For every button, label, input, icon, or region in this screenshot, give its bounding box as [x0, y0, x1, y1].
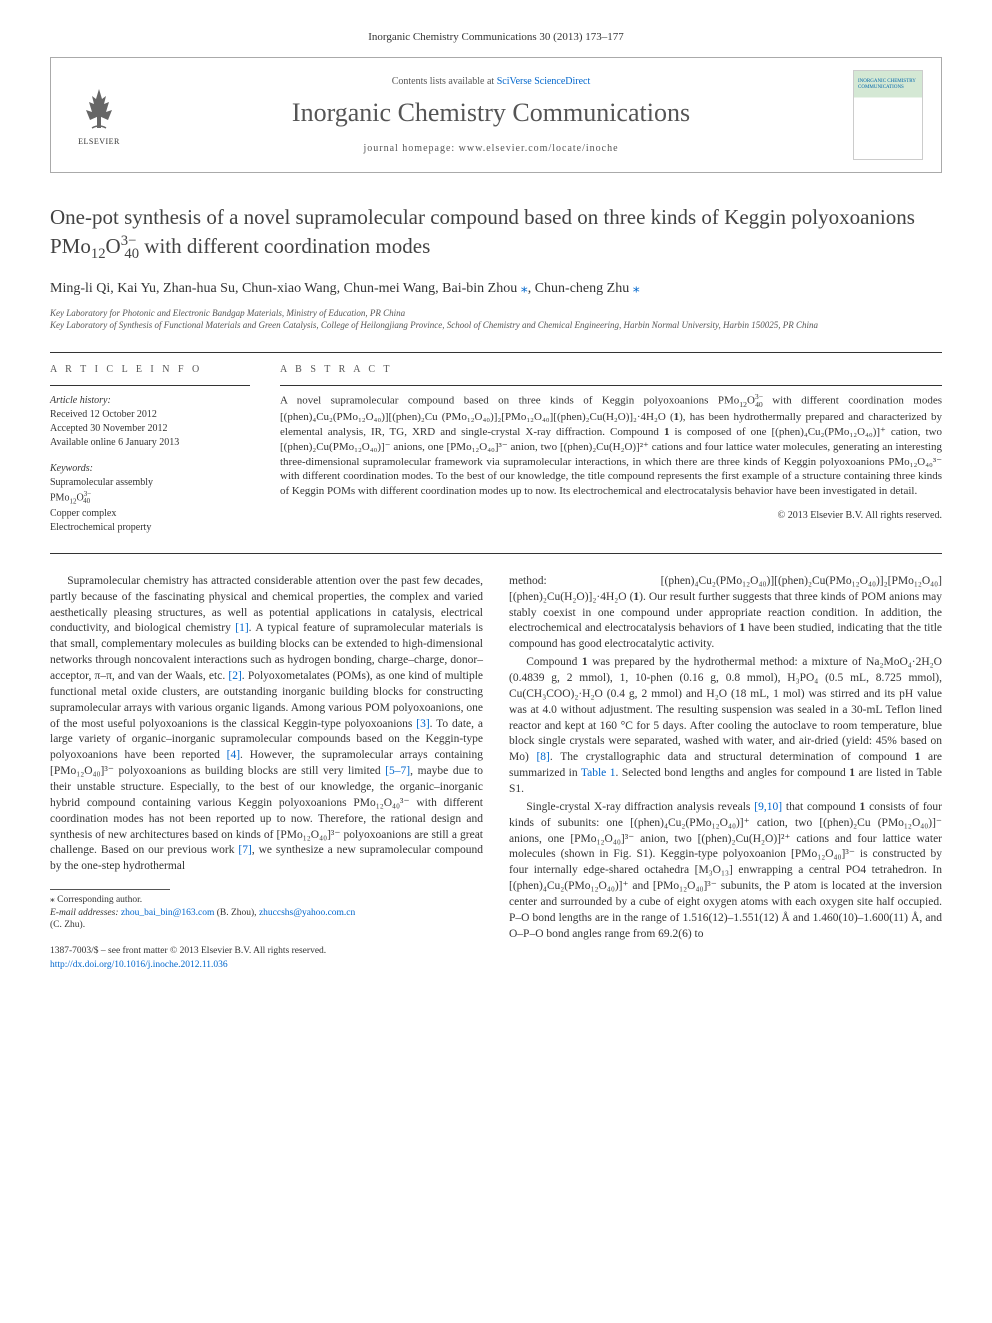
body-left-column: Supramolecular chemistry has attracted c… [50, 574, 483, 972]
email-label: E-mail addresses: [50, 908, 121, 918]
section-rule-top [50, 352, 942, 353]
abstract-rule [280, 385, 942, 386]
copyright-line: © 2013 Elsevier B.V. All rights reserved… [280, 509, 942, 523]
doi-link[interactable]: http://dx.doi.org/10.1016/j.inoche.2012.… [50, 960, 228, 970]
kw-3: Copper complex [50, 507, 250, 521]
authors-pre: Ming-li Qi, Kai Yu, Zhan-hua Su, Chun-xi… [50, 281, 521, 296]
cite-table1[interactable]: Table 1 [581, 767, 616, 779]
keywords-head: Keywords: [50, 462, 250, 476]
footnote-separator [50, 889, 170, 890]
title-post: with different coordination modes [139, 234, 430, 258]
body-right-column: method: [(phen)₄Cu₂(PMo₁₂O₄₀)][(phen)₂Cu… [509, 574, 942, 972]
rp2e: . Selected bond lengths and angles for c… [616, 767, 850, 779]
journal-reference: Inorganic Chemistry Communications 30 (2… [50, 30, 942, 45]
abs-sub1: 12 [739, 400, 747, 409]
rp3b: that compound [782, 801, 859, 813]
right-para-2: Compound 1 was prepared by the hydrother… [509, 655, 942, 798]
right-para-1: method: [(phen)₄Cu₂(PMo₁₂O₄₀)][(phen)₂Cu… [509, 574, 942, 653]
kw2-sub2: 40 [83, 497, 90, 505]
header-center: Contents lists available at SciVerse Sci… [129, 75, 853, 155]
cover-label: INORGANIC CHEMISTRY COMMUNICATIONS [858, 79, 922, 90]
elsevier-tree-icon [74, 84, 124, 134]
authors-line: Ming-li Qi, Kai Yu, Zhan-hua Su, Chun-xi… [50, 279, 942, 299]
title-mid: O [106, 234, 121, 258]
online-line: Available online 6 January 2013 [50, 436, 250, 450]
email2-who: (C. Zhu). [50, 919, 483, 931]
bottom-meta: 1387-7003/$ – see front matter © 2013 El… [50, 945, 483, 972]
cite-9-10[interactable]: [9,10] [754, 801, 782, 813]
history-block: Article history: Received 12 October 201… [50, 394, 250, 450]
issn-line: 1387-7003/$ – see front matter © 2013 El… [50, 945, 483, 958]
affiliation-2: Key Laboratory of Synthesis of Functiona… [50, 320, 942, 332]
corr-star-1[interactable]: ⁎ [521, 281, 528, 296]
history-head: Article history: [50, 394, 250, 408]
journal-title: Inorganic Chemistry Communications [129, 95, 853, 131]
affiliations: Key Laboratory for Photonic and Electron… [50, 308, 942, 331]
rp2a: Compound [526, 656, 582, 668]
journal-homepage: journal homepage: www.elsevier.com/locat… [129, 142, 853, 156]
rp2b: was prepared by the hydrothermal method:… [509, 656, 942, 763]
kw2-pre: PMo [50, 492, 69, 503]
title-sub2: 40 [124, 246, 139, 262]
left-para-1: Supramolecular chemistry has attracted c… [50, 574, 483, 875]
email-line: E-mail addresses: zhou_bai_bin@163.com (… [50, 907, 483, 919]
elsevier-label: ELSEVIER [78, 136, 120, 147]
kw-2: PMo12O3−40 [50, 490, 250, 507]
cite-4[interactable]: [4] [227, 749, 240, 761]
abs-sub2: 40 [755, 400, 763, 409]
cite-5-7[interactable]: [5–7] [385, 765, 410, 777]
cite-3[interactable]: [3] [416, 718, 429, 730]
lp1f: , maybe due to their unstable structure.… [50, 765, 483, 856]
rp3c: consists of four kinds of subunits: one … [509, 801, 942, 940]
affiliation-1: Key Laboratory for Photonic and Electron… [50, 308, 942, 320]
email-1[interactable]: zhou_bai_bin@163.com [121, 908, 214, 918]
footnote-block: ⁎ Corresponding author. E-mail addresses… [50, 894, 483, 931]
contents-prefix: Contents lists available at [392, 76, 497, 87]
corr-star-2[interactable]: ⁎ [633, 281, 640, 296]
body-columns: Supramolecular chemistry has attracted c… [50, 574, 942, 972]
right-para-3: Single-crystal X-ray diffraction analysi… [509, 800, 942, 943]
abs-a: A novel supramolecular compound based on… [280, 394, 739, 406]
title-sub1: 12 [91, 246, 106, 262]
email1-who: (B. Zhou), [214, 908, 259, 918]
authors-sep: , Chun-cheng Zhu [528, 281, 633, 296]
section-rule-bottom [50, 553, 942, 554]
rp3a: Single-crystal X-ray diffraction analysi… [526, 801, 754, 813]
kw-4: Electrochemical property [50, 521, 250, 535]
kw-1: Supramolecular assembly [50, 476, 250, 490]
sciencedirect-link[interactable]: SciVerse ScienceDirect [497, 76, 591, 87]
homepage-prefix: journal homepage: [363, 143, 458, 154]
abstract-heading: A B S T R A C T [280, 363, 942, 377]
contents-list-line: Contents lists available at SciVerse Sci… [129, 75, 853, 89]
cite-8[interactable]: [8] [536, 751, 549, 763]
elsevier-logo: ELSEVIER [69, 80, 129, 150]
article-title: One-pot synthesis of a novel supramolecu… [50, 203, 942, 264]
article-info-column: A R T I C L E I N F O Article history: R… [50, 363, 250, 535]
corresponding-author: ⁎ Corresponding author. [50, 894, 483, 906]
cite-7[interactable]: [7] [238, 844, 251, 856]
article-info-heading: A R T I C L E I N F O [50, 363, 250, 377]
received-line: Received 12 October 2012 [50, 408, 250, 422]
abstract-text: A novel supramolecular compound based on… [280, 392, 942, 499]
info-rule [50, 385, 250, 386]
abstract-column: A B S T R A C T A novel supramolecular c… [280, 363, 942, 535]
journal-header-box: ELSEVIER Contents lists available at Sci… [50, 57, 942, 173]
email-2[interactable]: zhuccshs@yahoo.com.cn [259, 908, 355, 918]
cite-1[interactable]: [1] [235, 622, 248, 634]
homepage-url[interactable]: www.elsevier.com/locate/inoche [459, 143, 619, 154]
rp2c: . The crystallographic data and structur… [550, 751, 915, 763]
accepted-line: Accepted 30 November 2012 [50, 422, 250, 436]
journal-cover-thumbnail: INORGANIC CHEMISTRY COMMUNICATIONS [853, 70, 923, 160]
cite-2[interactable]: [2] [228, 670, 241, 682]
keywords-block: Keywords: Supramolecular assembly PMo12O… [50, 462, 250, 535]
